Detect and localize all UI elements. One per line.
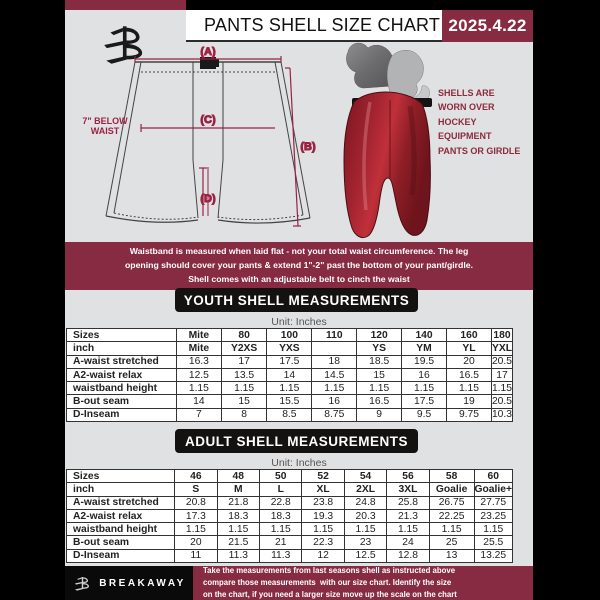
svg-text:WAIST: WAIST — [91, 126, 120, 136]
svg-text:7" BELOW: 7" BELOW — [82, 116, 128, 126]
svg-text:(C): (C) — [200, 114, 216, 126]
svg-text:(A): (A) — [200, 46, 216, 58]
svg-text:(D): (D) — [200, 193, 216, 205]
svg-text:(B): (B) — [300, 141, 316, 153]
